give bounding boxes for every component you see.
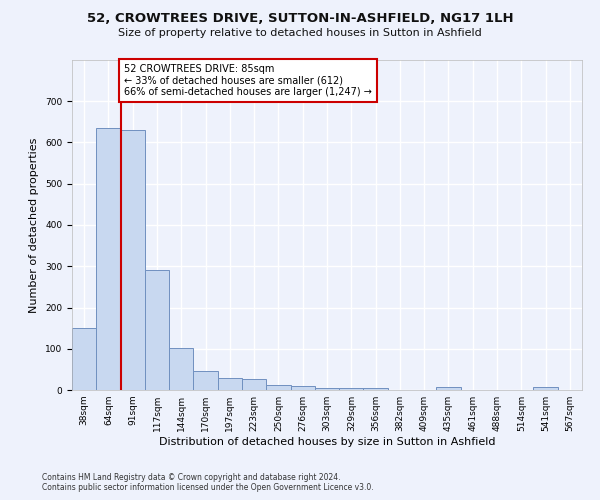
- Text: Size of property relative to detached houses in Sutton in Ashfield: Size of property relative to detached ho…: [118, 28, 482, 38]
- Bar: [169, 348, 193, 390]
- Bar: [533, 386, 558, 390]
- Bar: [193, 371, 218, 390]
- Bar: [339, 388, 364, 390]
- Text: 52, CROWTREES DRIVE, SUTTON-IN-ASHFIELD, NG17 1LH: 52, CROWTREES DRIVE, SUTTON-IN-ASHFIELD,…: [86, 12, 514, 26]
- Bar: [218, 378, 242, 390]
- Bar: [436, 386, 461, 390]
- Y-axis label: Number of detached properties: Number of detached properties: [29, 138, 40, 312]
- Bar: [266, 386, 290, 390]
- Bar: [72, 328, 96, 390]
- Bar: [290, 386, 315, 390]
- Bar: [145, 270, 169, 390]
- X-axis label: Distribution of detached houses by size in Sutton in Ashfield: Distribution of detached houses by size …: [159, 437, 495, 447]
- Bar: [96, 128, 121, 390]
- Bar: [364, 388, 388, 390]
- Bar: [315, 388, 339, 390]
- Bar: [121, 130, 145, 390]
- Text: Contains HM Land Registry data © Crown copyright and database right 2024.
Contai: Contains HM Land Registry data © Crown c…: [42, 473, 374, 492]
- Text: 52 CROWTREES DRIVE: 85sqm
← 33% of detached houses are smaller (612)
66% of semi: 52 CROWTREES DRIVE: 85sqm ← 33% of detac…: [124, 64, 372, 98]
- Bar: [242, 379, 266, 390]
